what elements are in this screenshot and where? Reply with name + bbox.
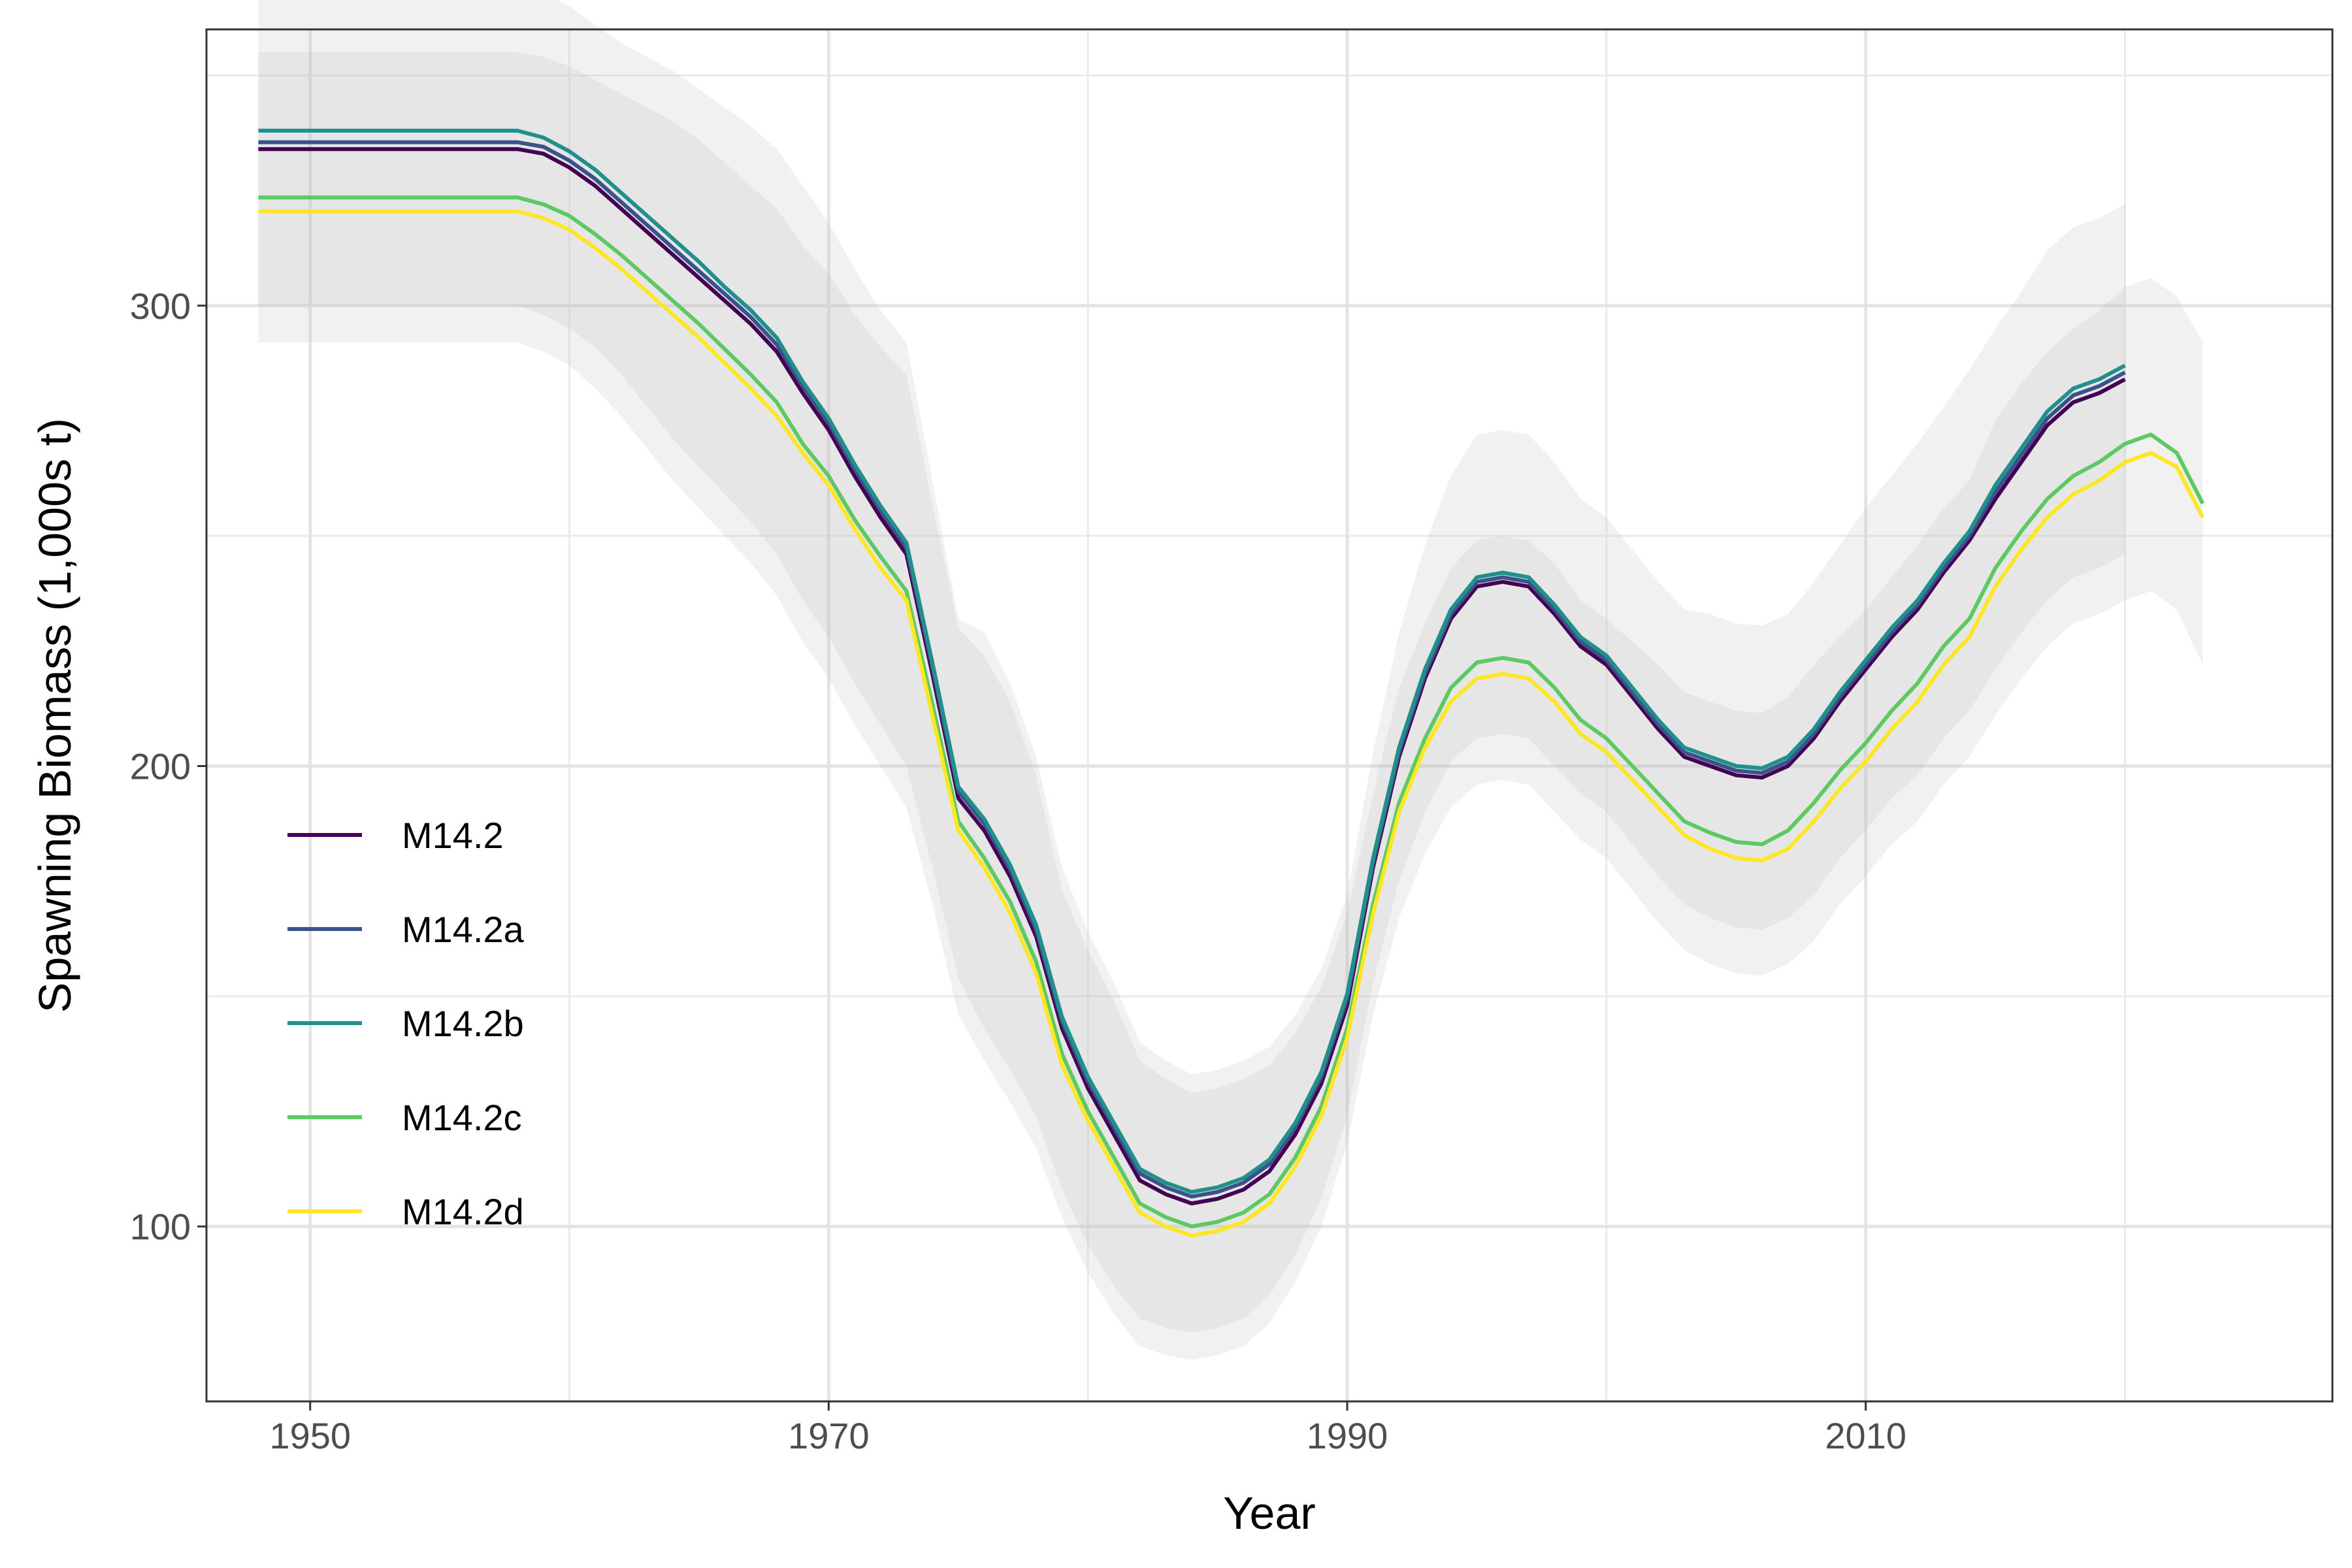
x-axis-title: Year <box>1223 1488 1315 1539</box>
series-line-M14.2a <box>258 140 2126 1199</box>
x-tick-label: 1970 <box>788 1415 870 1456</box>
major-gridlines <box>206 29 2332 1401</box>
legend-label-M14.2c: M14.2c <box>402 1097 522 1138</box>
y-tick-label: 100 <box>130 1206 191 1247</box>
y-axis-title: Spawning Biomass (1,000s t) <box>29 418 80 1013</box>
x-tick-label: 2010 <box>1825 1415 1906 1456</box>
x-axis: 1950 1970 1990 2010 <box>269 1401 1906 1456</box>
series-line-M14.2b <box>258 129 2126 1194</box>
series-lines <box>258 129 2205 1238</box>
minor-gridlines <box>206 29 2332 1401</box>
legend-label-M14.2a: M14.2a <box>402 909 525 950</box>
ribbon-M14.2 <box>258 0 2125 1333</box>
y-tick-label: 300 <box>130 286 191 327</box>
legend-label-M14.2d: M14.2d <box>402 1191 524 1232</box>
y-axis: 100 200 300 <box>130 286 206 1247</box>
y-tick-label: 200 <box>130 746 191 787</box>
series-line-M14.2d <box>258 209 2205 1238</box>
plot-border <box>205 28 2334 1403</box>
series-line-M14.2 <box>258 147 2126 1205</box>
confidence-ribbons <box>258 0 2203 1360</box>
legend-label-M14.2b: M14.2b <box>402 1003 524 1044</box>
x-tick-label: 1990 <box>1307 1415 1388 1456</box>
ribbon-M14.2c <box>258 52 2203 1360</box>
x-tick-label: 1950 <box>269 1415 351 1456</box>
legend-label-M14.2: M14.2 <box>402 815 504 856</box>
legend: M14.2 M14.2a M14.2b M14.2c M14.2d <box>287 815 525 1232</box>
